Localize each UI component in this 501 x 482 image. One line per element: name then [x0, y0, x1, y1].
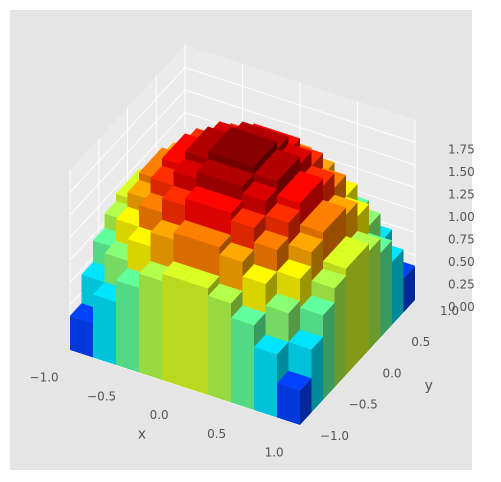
bar-face [254, 161, 289, 182]
bar-face [323, 248, 358, 269]
y-tick-label: 0.0 [382, 366, 401, 380]
y-tick-label: 1.0 [440, 304, 459, 318]
bar-face [288, 170, 323, 191]
bar-face [288, 329, 323, 350]
bar-face [219, 166, 254, 187]
x-tick-label: −1.0 [30, 371, 59, 385]
bar-face [277, 259, 312, 280]
bar-face [231, 208, 266, 229]
bar [277, 370, 312, 425]
bar-face [208, 193, 243, 214]
bar-face [300, 378, 312, 425]
bar-face [334, 276, 346, 388]
bar-face [185, 268, 220, 289]
grid-line [69, 111, 416, 238]
z-tick-label: 0.75 [448, 233, 475, 247]
bar-face [242, 134, 277, 155]
bar-face [162, 261, 197, 282]
bar-face [231, 305, 266, 326]
x-tick-label: 1.0 [265, 446, 284, 460]
bar-face [323, 302, 335, 400]
y-tick-label: −1.0 [320, 429, 349, 443]
bar-face [277, 370, 312, 391]
bar-face [357, 243, 369, 363]
bar-face [208, 283, 243, 304]
z-tick-label: 0.00 [448, 300, 475, 314]
y-axis-label: y [425, 378, 433, 394]
bar-face [392, 249, 404, 325]
bar-face [231, 317, 254, 410]
bar-face [139, 273, 162, 380]
y-tick-label: −0.5 [349, 398, 378, 412]
bar-face [277, 383, 300, 425]
bar-face [208, 296, 231, 403]
bar-face [231, 146, 266, 167]
bar-face [311, 268, 346, 289]
bar-face [116, 280, 139, 373]
bar-face [254, 347, 277, 418]
z-tick-label: 1.00 [448, 210, 475, 224]
bar-face [277, 183, 312, 204]
bar-face [403, 265, 415, 313]
bar-face [288, 232, 323, 253]
bar-face [300, 295, 335, 316]
bar-face [265, 293, 300, 314]
bar-face [346, 256, 358, 375]
x-tick-label: 0.5 [207, 427, 226, 441]
bar-face [185, 281, 208, 395]
z-tick-label: 1.75 [448, 143, 475, 157]
z-tick-label: 0.25 [448, 278, 475, 292]
bar-face [242, 264, 277, 285]
z-tick-label: 0.50 [448, 255, 475, 269]
bar-face [196, 227, 231, 248]
bar-face [311, 200, 346, 220]
bar-face [265, 149, 300, 169]
bar-face [162, 273, 185, 388]
bar-face [208, 139, 243, 160]
bar-face [254, 230, 289, 250]
bar-face [311, 337, 323, 413]
bar-face [265, 203, 300, 224]
bar-face [70, 315, 93, 358]
grid-line [69, 66, 416, 193]
z-tick-label: 1.25 [448, 188, 475, 202]
bar-face [334, 236, 369, 257]
bar-face [219, 242, 254, 263]
bar-face [300, 212, 335, 233]
x-axis-label: x [138, 426, 146, 442]
bar-face [196, 159, 231, 179]
grid-line [69, 89, 416, 216]
bar-face [380, 240, 392, 338]
bar-face [219, 126, 254, 147]
x-tick-label: −0.5 [87, 389, 116, 403]
z-tick-label: 1.50 [448, 165, 475, 179]
bar-face [242, 181, 277, 202]
bar-face [369, 238, 381, 350]
bar-face [254, 334, 289, 355]
bar-face [173, 220, 208, 240]
bar-face [185, 185, 220, 206]
y-tick-label: 0.5 [411, 335, 430, 349]
bar-face [93, 294, 116, 365]
x-tick-label: 0.0 [150, 408, 169, 422]
